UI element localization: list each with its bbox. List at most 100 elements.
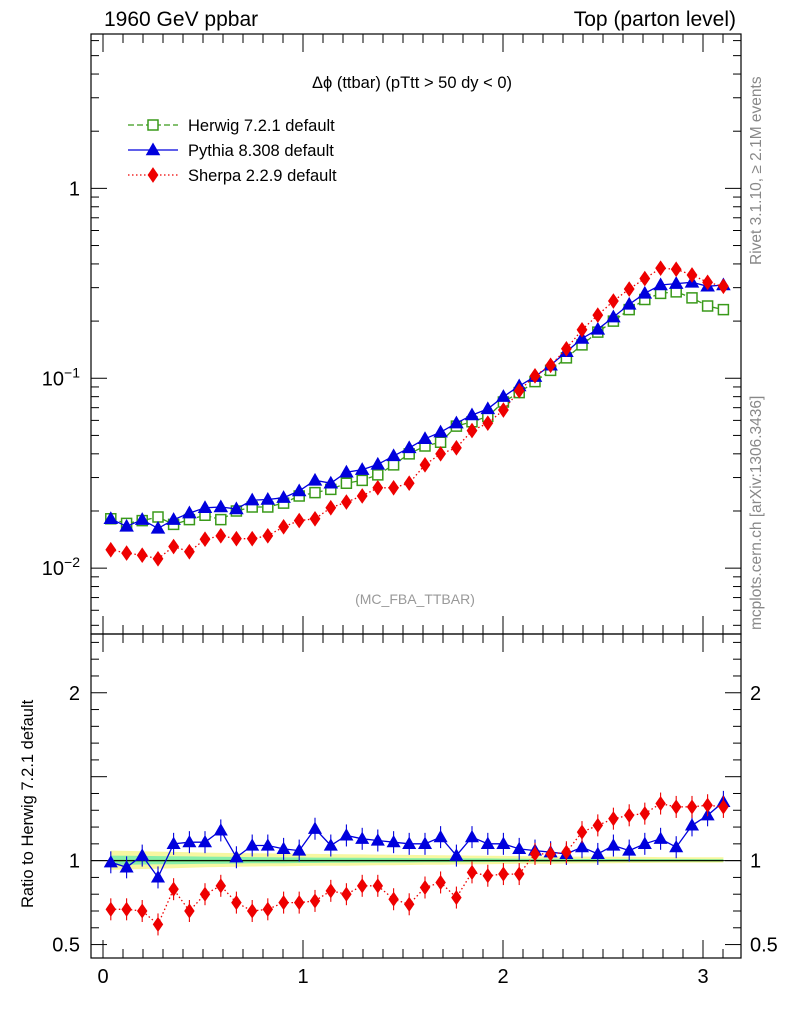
pythia-ratio-marker xyxy=(182,834,197,848)
sherpa-ratio-marker xyxy=(561,844,572,860)
pythia-ratio-marker xyxy=(119,860,134,873)
herwig-line xyxy=(110,291,724,526)
pythia-marker xyxy=(307,472,323,486)
pythia-ratio-marker xyxy=(433,829,448,843)
pythia-marker xyxy=(386,448,401,462)
pythia-marker xyxy=(134,512,150,525)
pythia-ratio-marker xyxy=(213,823,228,836)
sherpa-ratio-marker xyxy=(498,866,509,882)
pythia-marker xyxy=(229,501,244,515)
sherpa-ratio-marker xyxy=(105,901,117,917)
herwig-marker xyxy=(717,303,730,316)
pythia-ratio-marker xyxy=(355,831,370,844)
herwig-marker xyxy=(309,486,321,499)
pythia-marker xyxy=(637,285,653,299)
pythia-ratio-marker xyxy=(684,818,700,831)
sherpa-marker xyxy=(215,527,227,544)
pythia-marker xyxy=(339,464,354,478)
sherpa-marker xyxy=(419,457,431,473)
sherpa-ratio-marker xyxy=(152,916,164,932)
sherpa-marker xyxy=(560,340,572,357)
sherpa-ratio-marker xyxy=(278,895,289,911)
pythia-marker xyxy=(449,415,464,429)
sherpa-marker xyxy=(592,307,604,323)
sherpa-marker xyxy=(545,357,557,374)
pythia-ratio-marker xyxy=(386,834,401,848)
pythia-marker xyxy=(276,490,291,503)
pythia-marker xyxy=(574,330,590,344)
sherpa-ratio-marker xyxy=(718,799,729,815)
pythia-marker xyxy=(401,440,417,454)
pythia-marker xyxy=(590,321,606,335)
sherpa-marker xyxy=(168,538,180,555)
sherpa-ratio-marker xyxy=(168,881,179,897)
sherpa-marker xyxy=(199,531,211,548)
pythia-marker xyxy=(668,276,684,289)
sherpa-ratio-marker xyxy=(136,903,148,919)
pythia-ratio-marker xyxy=(669,839,684,853)
legend-marker xyxy=(145,142,161,156)
herwig-marker xyxy=(356,474,368,487)
sherpa-ratio-marker xyxy=(215,878,227,894)
pythia-marker xyxy=(166,512,181,525)
pythia-ratio-marker xyxy=(496,836,511,849)
pythia-ratio-marker xyxy=(622,843,637,856)
sherpa-ratio-line xyxy=(110,802,724,926)
pythia-marker xyxy=(354,462,370,475)
pythia-marker xyxy=(244,492,260,506)
sherpa-ratio-marker xyxy=(655,795,666,812)
pythia-ratio-marker xyxy=(653,831,668,844)
sherpa-marker xyxy=(262,527,274,544)
herwig-marker xyxy=(434,436,447,449)
sherpa-ratio-marker xyxy=(513,866,525,882)
y-tick-label: 10−1 xyxy=(42,364,80,390)
pythia-marker xyxy=(291,483,307,497)
sherpa-ratio-marker xyxy=(702,797,713,813)
sherpa-marker xyxy=(325,499,337,516)
pythia-ratio-marker xyxy=(449,848,464,861)
analysis-watermark: (MC_FBA_TTBAR) xyxy=(355,591,475,607)
ratio-y-tick-label-right: 0.5 xyxy=(750,935,778,957)
sherpa-marker xyxy=(246,530,258,547)
ratio-frame xyxy=(90,633,742,959)
sherpa-marker xyxy=(450,440,462,456)
y-tick-label: 1 xyxy=(69,178,80,200)
sherpa-marker xyxy=(278,519,290,535)
pythia-ratio-marker xyxy=(150,870,166,883)
pythia-marker xyxy=(103,511,119,525)
sherpa-marker xyxy=(340,494,352,510)
sherpa-marker xyxy=(482,415,494,431)
pythia-ratio-marker xyxy=(637,836,652,849)
pythia-ratio-marker xyxy=(590,846,605,860)
sherpa-ratio-marker xyxy=(545,846,556,862)
herwig-marker xyxy=(387,459,400,471)
x-tick-label: 1 xyxy=(297,966,308,988)
ratio-y-tick-label-right: 1 xyxy=(750,851,761,873)
plot-title: Δϕ (ttbar) (pTtt > 50 dy < 0) xyxy=(312,74,512,92)
herwig-marker xyxy=(340,477,353,489)
ratio-y-axis-label: Ratio to Herwig 7.2.1 default xyxy=(19,699,37,908)
sherpa-marker xyxy=(309,510,321,527)
pythia-marker xyxy=(464,407,480,421)
header-left-label: 1960 GeV ppbar xyxy=(104,8,259,31)
sherpa-marker xyxy=(623,281,635,297)
x-tick-label: 3 xyxy=(697,966,708,988)
sherpa-ratio-marker xyxy=(121,901,132,917)
pythia-marker xyxy=(480,401,496,415)
sherpa-ratio-marker xyxy=(184,903,195,919)
sherpa-ratio-marker xyxy=(309,893,321,909)
pythia-marker xyxy=(621,296,637,310)
sherpa-marker xyxy=(686,267,698,283)
sherpa-line xyxy=(110,267,724,560)
sherpa-ratio-marker xyxy=(325,883,337,899)
pythia-ratio-line xyxy=(110,801,724,879)
legend-label: Pythia 8.308 default xyxy=(188,142,334,160)
pythia-ratio-marker xyxy=(464,829,480,843)
pythia-marker xyxy=(370,456,386,470)
sherpa-ratio-marker xyxy=(529,846,541,862)
sherpa-ratio-marker xyxy=(231,895,242,911)
rivet-side-label: Rivet 3.1.10, ≥ 2.1M events xyxy=(748,76,765,265)
pythia-marker xyxy=(653,277,668,291)
sherpa-marker xyxy=(372,479,384,496)
sherpa-ratio-marker xyxy=(639,806,651,822)
